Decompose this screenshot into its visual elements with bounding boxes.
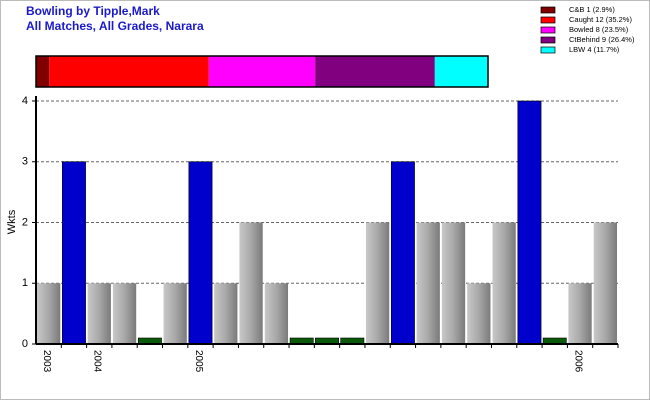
x-tick-label: 2003 bbox=[41, 350, 52, 373]
bar bbox=[62, 161, 86, 345]
bar bbox=[568, 283, 592, 344]
proportion-border bbox=[35, 55, 489, 88]
bar bbox=[188, 161, 213, 345]
legend-swatch bbox=[540, 36, 556, 44]
y-tick-label: 0 bbox=[22, 338, 28, 350]
bar bbox=[390, 161, 415, 345]
chart-subtitle: All Matches, All Grades, Narara bbox=[26, 19, 204, 33]
y-tick-label: 2 bbox=[22, 216, 28, 228]
legend-label: C&B 1 (2.9%) bbox=[569, 5, 615, 14]
legend-label: Caught 12 (35.2%) bbox=[569, 15, 632, 24]
bar bbox=[365, 222, 390, 344]
proportion-segment bbox=[49, 56, 209, 87]
legend-label: LBW 4 (11.7%) bbox=[569, 45, 620, 54]
proportion-segment bbox=[434, 56, 488, 87]
bar bbox=[112, 283, 137, 344]
bar bbox=[492, 222, 516, 344]
bar bbox=[239, 222, 263, 344]
x-tick-label: 2004 bbox=[92, 350, 103, 373]
y-axis-label: Wkts bbox=[6, 209, 18, 234]
bar bbox=[214, 283, 238, 344]
x-tick-label: 2006 bbox=[572, 350, 583, 373]
bar bbox=[441, 222, 466, 344]
bar bbox=[467, 283, 491, 344]
bar bbox=[37, 283, 61, 344]
x-tick-label: 2005 bbox=[193, 350, 204, 373]
bar bbox=[87, 283, 111, 344]
y-tick-label: 3 bbox=[22, 156, 28, 168]
proportion-segment bbox=[315, 56, 435, 87]
legend-swatch bbox=[540, 16, 556, 24]
chart-title: Bowling by Tipple,Mark bbox=[26, 4, 160, 18]
proportion-segment bbox=[208, 56, 316, 87]
legend-swatch bbox=[540, 6, 556, 14]
legend-swatch bbox=[540, 26, 556, 34]
proportion-segment bbox=[36, 56, 50, 87]
bar bbox=[416, 222, 440, 344]
bar bbox=[517, 100, 542, 345]
legend-label: Bowled 8 (23.5%) bbox=[569, 25, 629, 34]
y-tick-label: 4 bbox=[22, 95, 28, 107]
legend-label: CtBehind 9 (26.4%) bbox=[569, 35, 635, 44]
bar bbox=[593, 222, 617, 344]
bar bbox=[264, 283, 289, 344]
y-tick-label: 1 bbox=[22, 277, 28, 289]
legend-swatch bbox=[540, 46, 556, 54]
bar bbox=[163, 283, 187, 344]
